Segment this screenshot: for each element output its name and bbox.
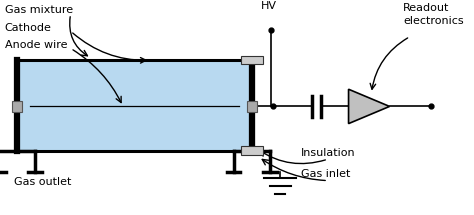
Text: Insulation: Insulation <box>301 148 356 158</box>
Bar <box>241 146 263 155</box>
Bar <box>241 56 263 64</box>
Text: Gas mixture: Gas mixture <box>5 5 73 15</box>
Polygon shape <box>348 89 390 124</box>
Text: Anode wire: Anode wire <box>5 40 67 50</box>
Bar <box>12 101 22 112</box>
Bar <box>247 101 257 112</box>
Bar <box>16 60 253 150</box>
Text: Gas inlet: Gas inlet <box>301 169 350 179</box>
Text: Readout
electronics: Readout electronics <box>403 3 464 26</box>
Text: Gas outlet: Gas outlet <box>14 177 71 187</box>
Text: HV: HV <box>261 1 277 11</box>
Text: Cathode: Cathode <box>5 23 52 33</box>
